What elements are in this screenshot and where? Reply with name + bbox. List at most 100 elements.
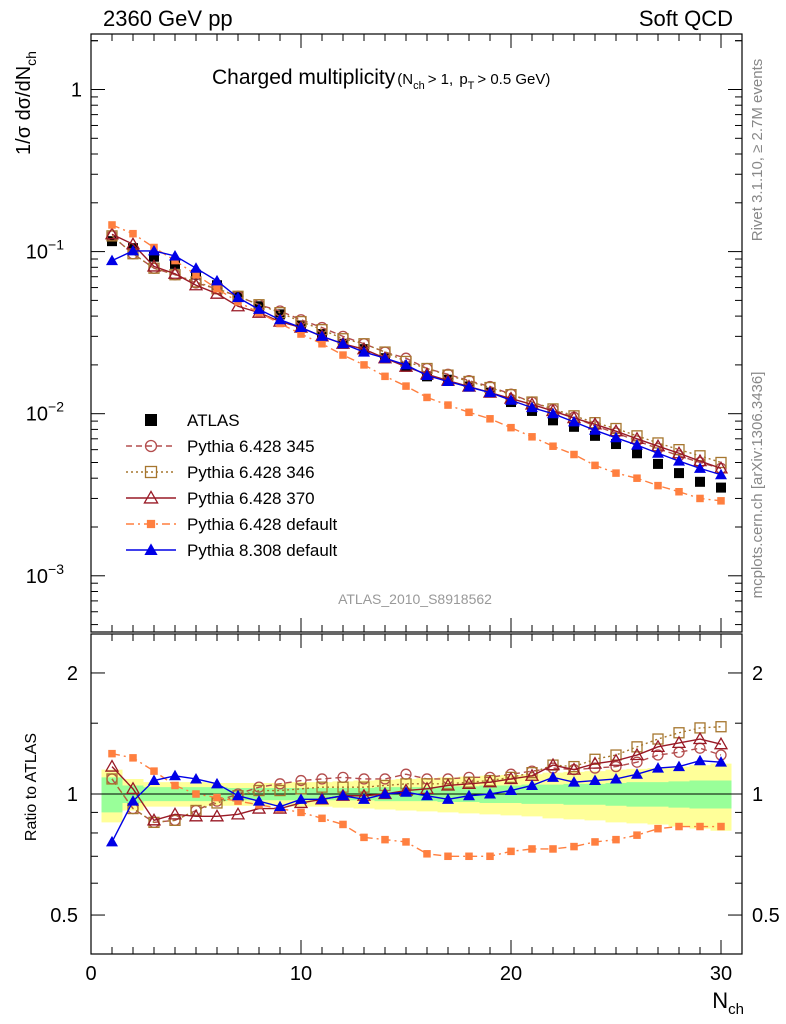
ratio-point-0-24: [610, 760, 622, 773]
main-point-5-24: [610, 431, 622, 443]
main-point-4-28: [696, 494, 704, 503]
main-point-5-15: [421, 369, 433, 381]
ratio-point-3-22: [570, 842, 578, 851]
ratio-point-1-25: [631, 741, 643, 753]
main-line-1: [111, 235, 722, 470]
main-point-5-6: [232, 291, 244, 303]
ratio-point-4-6: [232, 789, 244, 801]
main-point-4-26: [654, 481, 662, 490]
main-point-0-26: [653, 458, 663, 469]
ratio-point-4-8: [274, 800, 286, 812]
ratio-point-0-13: [379, 773, 391, 785]
ratio-point-3-23: [591, 838, 599, 846]
ratio-y-tick-label-right-1: 1: [752, 784, 763, 806]
main-point-5-12: [358, 346, 370, 357]
ratio-point-1-26: [652, 733, 664, 745]
main-point-2-3: [169, 269, 181, 281]
ratio-point-2-28: [692, 731, 708, 745]
main-point-4-14: [402, 382, 410, 390]
ratio-point-1-3: [169, 814, 181, 826]
ratio-point-4-22: [568, 776, 580, 787]
ratio-point-2-21: [545, 757, 561, 771]
main-point-0-22: [569, 421, 579, 432]
main-y-tick-label-3: 10−3: [26, 561, 64, 588]
ratio-point-3-1: [129, 754, 137, 762]
main-point-4-12: [360, 361, 368, 369]
ratio-point-3-19: [507, 847, 515, 856]
main-series-group: [104, 221, 729, 505]
ratio-point-2-22: [566, 762, 582, 775]
ratio-point-2-4: [188, 809, 204, 822]
ratio-point-3-5: [213, 793, 221, 802]
main-point-5-4: [190, 262, 202, 273]
ratio-point-3-24: [612, 835, 620, 844]
ratio-point-2-16: [440, 778, 456, 791]
main-point-4-13: [381, 372, 389, 381]
ratio-point-1-8: [274, 784, 286, 797]
main-point-3-4: [188, 277, 204, 291]
legend-marker-5: [144, 543, 158, 555]
main-point-5-0: [106, 254, 118, 266]
main-point-4-5: [213, 284, 221, 293]
ratio-point-3-13: [381, 835, 389, 844]
ratio-series-4: [106, 754, 727, 847]
main-point-0-27: [674, 468, 684, 479]
main-point-5-22: [568, 415, 580, 427]
ratio-point-0-12: [358, 773, 370, 785]
ratio-point-3-18: [486, 852, 494, 861]
main-point-4-29: [717, 497, 725, 505]
ratio-point-4-28: [694, 754, 706, 766]
ratio-point-4-4: [190, 772, 202, 784]
chart-title: Charged multiplicity (Nch > 1, pT > 0.5 GeV…: [212, 66, 550, 92]
ratio-point-4-10: [316, 793, 328, 804]
ratio-point-3-6: [234, 797, 242, 805]
energy-label: 2360 GeV pp: [103, 6, 233, 31]
main-point-5-25: [631, 439, 643, 450]
ratio-point-3-28: [696, 822, 704, 831]
ratio-point-2-19: [503, 771, 519, 785]
ratio-y-tick-label-right-0: 2: [752, 663, 763, 685]
ratio-y-tick-label-left-0: 2: [67, 663, 78, 685]
ratio-point-0-10: [316, 773, 328, 785]
ratio-point-1-4: [190, 804, 202, 817]
ratio-point-1-22: [568, 760, 580, 773]
main-point-5-23: [589, 424, 601, 435]
main-series-4: [108, 221, 725, 505]
ratio-point-4-0: [106, 835, 118, 847]
ratio-point-2-24: [608, 753, 624, 766]
main-point-5-19: [505, 394, 517, 405]
legend-marker-4: [146, 519, 156, 529]
main-point-0-29: [716, 482, 726, 493]
main-point-4-10: [318, 340, 326, 348]
main-point-4-0: [108, 221, 116, 229]
main-point-4-1: [129, 229, 137, 238]
legend-label-4: Pythia 6.428 default: [187, 515, 338, 534]
main-point-5-27: [673, 455, 685, 466]
main-point-5-18: [484, 386, 496, 398]
main-y-tick-label-1: 10−1: [26, 237, 64, 264]
ratio-point-4-2: [148, 774, 160, 786]
legend-marker-0: [145, 414, 157, 426]
main-point-4-25: [633, 474, 641, 482]
ratio-point-2-26: [650, 739, 666, 752]
main-point-5-21: [547, 407, 559, 419]
ratio-point-3-26: [654, 824, 662, 833]
ratio-y-tick-label-left-1: 1: [67, 784, 78, 806]
main-point-3-5: [209, 286, 225, 299]
ratio-point-2-2: [146, 813, 162, 826]
ratio-point-3-11: [339, 820, 347, 829]
ratio-point-2-23: [587, 756, 603, 769]
main-point-0-28: [695, 476, 705, 487]
legend-marker-3: [143, 490, 159, 504]
ratio-point-2-3: [167, 807, 183, 820]
category-label: Soft QCD: [639, 6, 733, 31]
ratio-point-3-21: [549, 845, 557, 853]
main-series-5: [106, 244, 727, 480]
main-point-0-2: [149, 251, 159, 262]
main-frame: [90, 33, 743, 633]
main-point-5-28: [694, 462, 706, 473]
main-point-3-3: [167, 266, 183, 279]
main-point-5-5: [211, 274, 223, 286]
main-point-5-2: [148, 244, 160, 256]
main-y-tick-label-0: 1: [71, 80, 82, 102]
